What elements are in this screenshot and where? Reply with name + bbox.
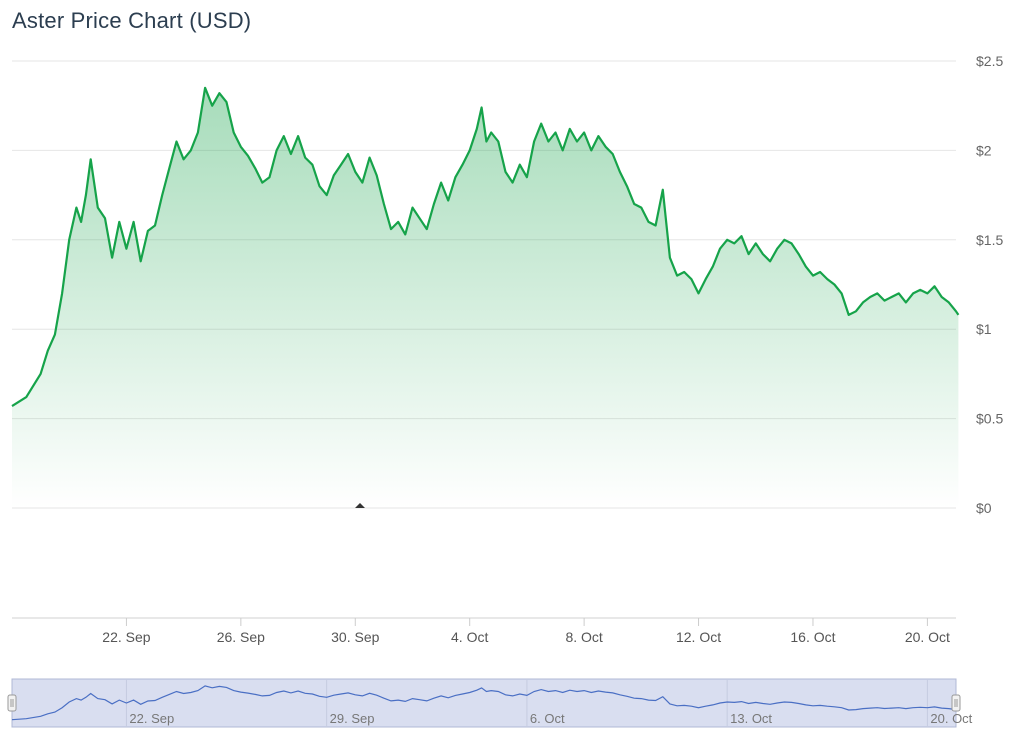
x-tick-label: 8. Oct — [565, 629, 602, 645]
x-tick-label: 4. Oct — [451, 629, 488, 645]
y-tick-label: $0 — [976, 500, 992, 516]
price-line — [11, 86, 960, 408]
navigator-tick-label: 22. Sep — [129, 711, 174, 726]
navigator-handle-right[interactable] — [951, 694, 961, 712]
navigator-tick-label: 6. Oct — [530, 711, 565, 726]
y-tick-label: $2 — [976, 142, 992, 158]
navigator-tick-label: 13. Oct — [730, 711, 772, 726]
x-tick-label: 26. Sep — [217, 629, 265, 645]
navigator-tick-label: 29. Sep — [330, 711, 375, 726]
x-tick-label: 20. Oct — [905, 629, 950, 645]
x-axis: 22. Sep 26. Sep 30. Sep 4. Oct 8. Oct 12. Oct… — [102, 618, 950, 645]
price-area — [12, 87, 959, 509]
line-layer — [11, 86, 960, 408]
navigator[interactable]: 22. Sep 29. Sep 6. Oct 13. Oct 20. Oct — [7, 678, 973, 728]
navigator-handle-body[interactable] — [951, 694, 961, 712]
y-tick-label: $2.5 — [976, 53, 1003, 69]
y-tick-label: $1.5 — [976, 232, 1003, 248]
x-tick-label: 22. Sep — [102, 629, 150, 645]
y-tick-label: $0.5 — [976, 411, 1003, 427]
x-tick-label: 12. Oct — [676, 629, 721, 645]
x-tick-label: 16. Oct — [790, 629, 835, 645]
navigator-line — [11, 685, 959, 721]
navigator-tick-label: 20. Oct — [930, 711, 972, 726]
area-layer — [12, 87, 959, 509]
y-axis: $0 $0.5 $1 $1.5 $2 $2.5 — [976, 53, 1003, 516]
chart-title: Aster Price Chart (USD) — [12, 8, 252, 33]
navigator-handle-body[interactable] — [7, 694, 17, 712]
navigator-handle-left[interactable] — [7, 694, 17, 712]
x-tick-label: 30. Sep — [331, 629, 379, 645]
y-tick-label: $1 — [976, 321, 992, 337]
